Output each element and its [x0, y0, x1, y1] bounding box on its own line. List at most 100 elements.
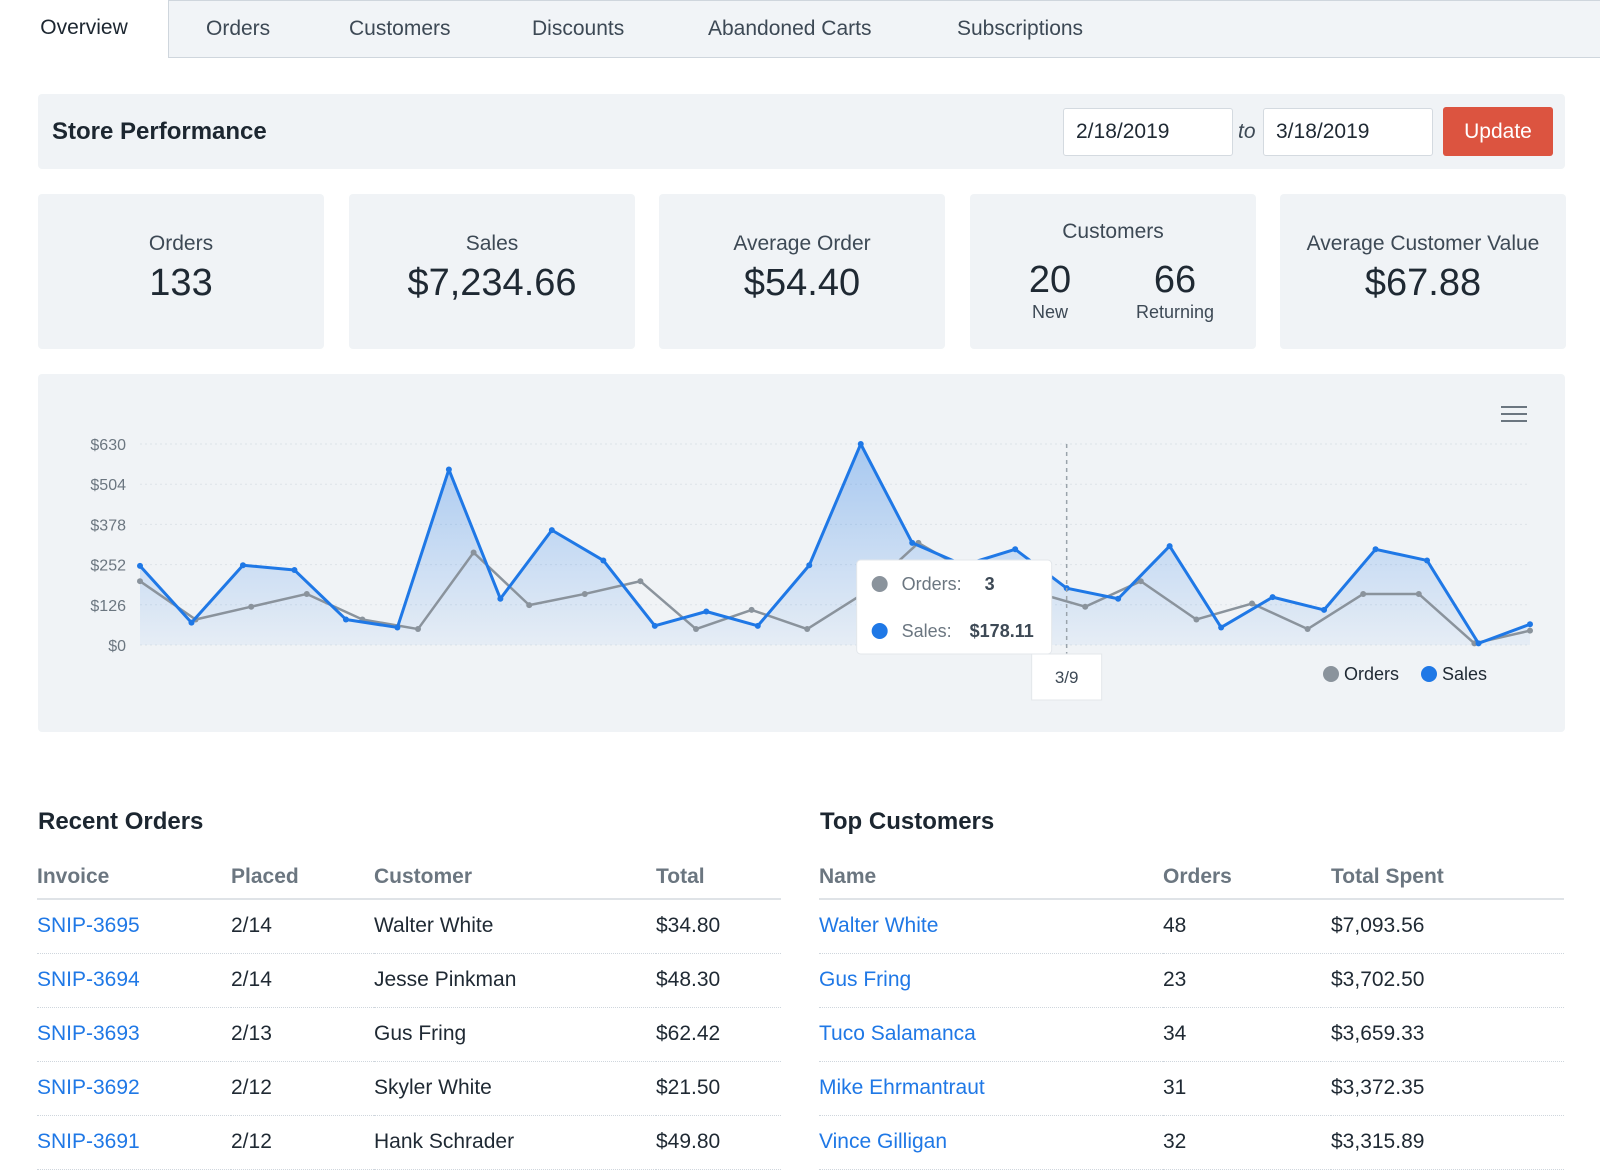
- sales-point: [239, 562, 246, 569]
- sales-chart-panel: $0 $126 $252 $378 $504 $630 Orders: 3 Sales: $178…: [38, 374, 1565, 732]
- row-link[interactable]: Mike Ehrmantraut: [819, 1076, 985, 1099]
- table-cell: 23: [1163, 953, 1331, 1008]
- store-performance-header: Store Performance to Update: [38, 94, 1565, 169]
- table-header-row: Name Orders Total Spent: [819, 855, 1564, 900]
- column-header-invoice: Invoice: [37, 855, 231, 900]
- y-tick-label: $0: [108, 638, 126, 655]
- customers-returning-value: 66: [1153, 259, 1197, 301]
- date-from-input[interactable]: [1063, 108, 1233, 156]
- table-cell: Tuco Salamanca: [819, 1007, 1163, 1062]
- store-performance-title: Store Performance: [52, 118, 267, 145]
- sales-point: [188, 619, 195, 626]
- table-cell: Hank Schrader: [374, 1115, 656, 1170]
- tab-customers[interactable]: Customers: [349, 17, 451, 40]
- table-row: SNIP-3691 2/12 Hank Schrader $49.80: [37, 1115, 781, 1170]
- legend-sales-label: Sales: [1442, 664, 1487, 684]
- customers-returning: 66 Returning: [1110, 260, 1240, 323]
- row-link[interactable]: SNIP-3692: [37, 1076, 140, 1099]
- table-cell: SNIP-3692: [37, 1061, 231, 1116]
- top-customers-table: Name Orders Total Spent Walter White 48 $7…: [819, 855, 1564, 1170]
- date-to-input[interactable]: [1263, 108, 1433, 156]
- orders-point: [526, 602, 533, 609]
- sales-point: [857, 441, 864, 447]
- stat-value: $67.88: [1364, 262, 1482, 304]
- tab-discounts[interactable]: Discounts: [532, 17, 625, 40]
- tab-overview[interactable]: Overview: [0, 0, 169, 58]
- stat-label: Customers: [1062, 220, 1164, 243]
- tab-orders[interactable]: Orders: [206, 17, 271, 40]
- tab-subscriptions[interactable]: Subscriptions: [957, 17, 1084, 40]
- tooltip-sales-dot: [871, 623, 888, 639]
- sales-point: [137, 562, 143, 569]
- stat-label: Average Order: [733, 232, 871, 255]
- table-cell: Gus Fring: [819, 953, 1163, 1008]
- stat-value: $7,234.66: [407, 262, 577, 304]
- table-cell: $34.80: [656, 899, 781, 954]
- tab-abandoned-carts[interactable]: Abandoned Carts: [708, 17, 872, 40]
- table-cell: $3,315.89: [1331, 1115, 1564, 1170]
- table-cell: 48: [1163, 899, 1331, 954]
- orders-point: [137, 578, 143, 585]
- row-link[interactable]: Walter White: [819, 914, 939, 938]
- chart-tooltip: [856, 559, 1053, 655]
- recent-orders-title: Recent Orders: [38, 808, 204, 835]
- stat-value: 133: [149, 262, 213, 304]
- top-customers-title: Top Customers: [820, 808, 995, 835]
- table-row: Mike Ehrmantraut 31 $3,372.35: [819, 1061, 1564, 1116]
- stat-label: Average Customer Value: [1306, 232, 1540, 255]
- sales-chart[interactable]: $0 $126 $252 $378 $504 $630 Orders: 3 Sales: $178…: [38, 374, 1565, 732]
- sales-point: [909, 539, 916, 546]
- sales-point: [445, 466, 452, 473]
- table-cell: 34: [1163, 1007, 1331, 1062]
- table-cell: 2/14: [231, 899, 374, 954]
- y-tick-label: $126: [90, 598, 126, 615]
- stat-card-sales: Sales $7,234.66: [349, 194, 635, 349]
- row-link[interactable]: Vince Gilligan: [819, 1130, 948, 1153]
- tab-bar-background: [168, 0, 1600, 58]
- table-cell: Mike Ehrmantraut: [819, 1061, 1163, 1116]
- table-cell: 2/13: [231, 1007, 374, 1062]
- orders-point: [1304, 626, 1311, 633]
- row-link[interactable]: Gus Fring: [819, 968, 912, 991]
- sales-point: [1527, 621, 1533, 628]
- orders-point: [415, 626, 421, 633]
- table-cell: SNIP-3694: [37, 953, 231, 1008]
- stat-card-customers: Customers 20 New 66 Returning: [970, 194, 1256, 349]
- customers-returning-label: Returning: [1135, 302, 1215, 322]
- legend-orders-dot: [1323, 666, 1339, 682]
- row-link[interactable]: SNIP-3693: [37, 1022, 140, 1045]
- x-axis-tooltip-box: [1031, 653, 1103, 701]
- table-cell: $48.30: [656, 953, 781, 1008]
- row-link[interactable]: SNIP-3694: [37, 968, 140, 991]
- orders-point: [303, 590, 310, 597]
- sales-area: [140, 444, 1530, 645]
- sales-point: [651, 622, 658, 629]
- y-tick-label: $378: [90, 517, 126, 534]
- sales-point: [754, 622, 761, 629]
- table-cell: $49.80: [656, 1115, 781, 1170]
- table-cell: $3,702.50: [1331, 953, 1564, 1008]
- legend-sales-dot: [1421, 666, 1437, 682]
- stat-card-average-order: Average Order $54.40: [659, 194, 945, 349]
- sales-point: [806, 562, 813, 569]
- y-tick-label: $630: [90, 437, 126, 454]
- row-link[interactable]: SNIP-3695: [37, 914, 140, 938]
- chart-menu-icon[interactable]: [1501, 406, 1527, 426]
- table-cell: Skyler White: [374, 1061, 656, 1116]
- sales-point: [600, 557, 607, 564]
- table-cell: Jesse Pinkman: [374, 953, 656, 1008]
- column-header-name: Name: [819, 855, 1163, 900]
- orders-point: [693, 626, 699, 633]
- stat-label: Sales: [465, 232, 519, 255]
- orders-point: [470, 549, 477, 556]
- update-button[interactable]: Update: [1443, 107, 1553, 156]
- table-cell: 2/12: [231, 1115, 374, 1170]
- x-axis-tooltip-label: 3/9: [1055, 668, 1079, 687]
- table-row: SNIP-3695 2/14 Walter White $34.80: [37, 899, 781, 954]
- sales-point: [1166, 543, 1173, 550]
- table-cell: Gus Fring: [374, 1007, 656, 1062]
- row-link[interactable]: SNIP-3691: [37, 1130, 140, 1153]
- sales-point: [1269, 594, 1276, 601]
- row-link[interactable]: Tuco Salamanca: [819, 1022, 976, 1045]
- table-cell: SNIP-3693: [37, 1007, 231, 1062]
